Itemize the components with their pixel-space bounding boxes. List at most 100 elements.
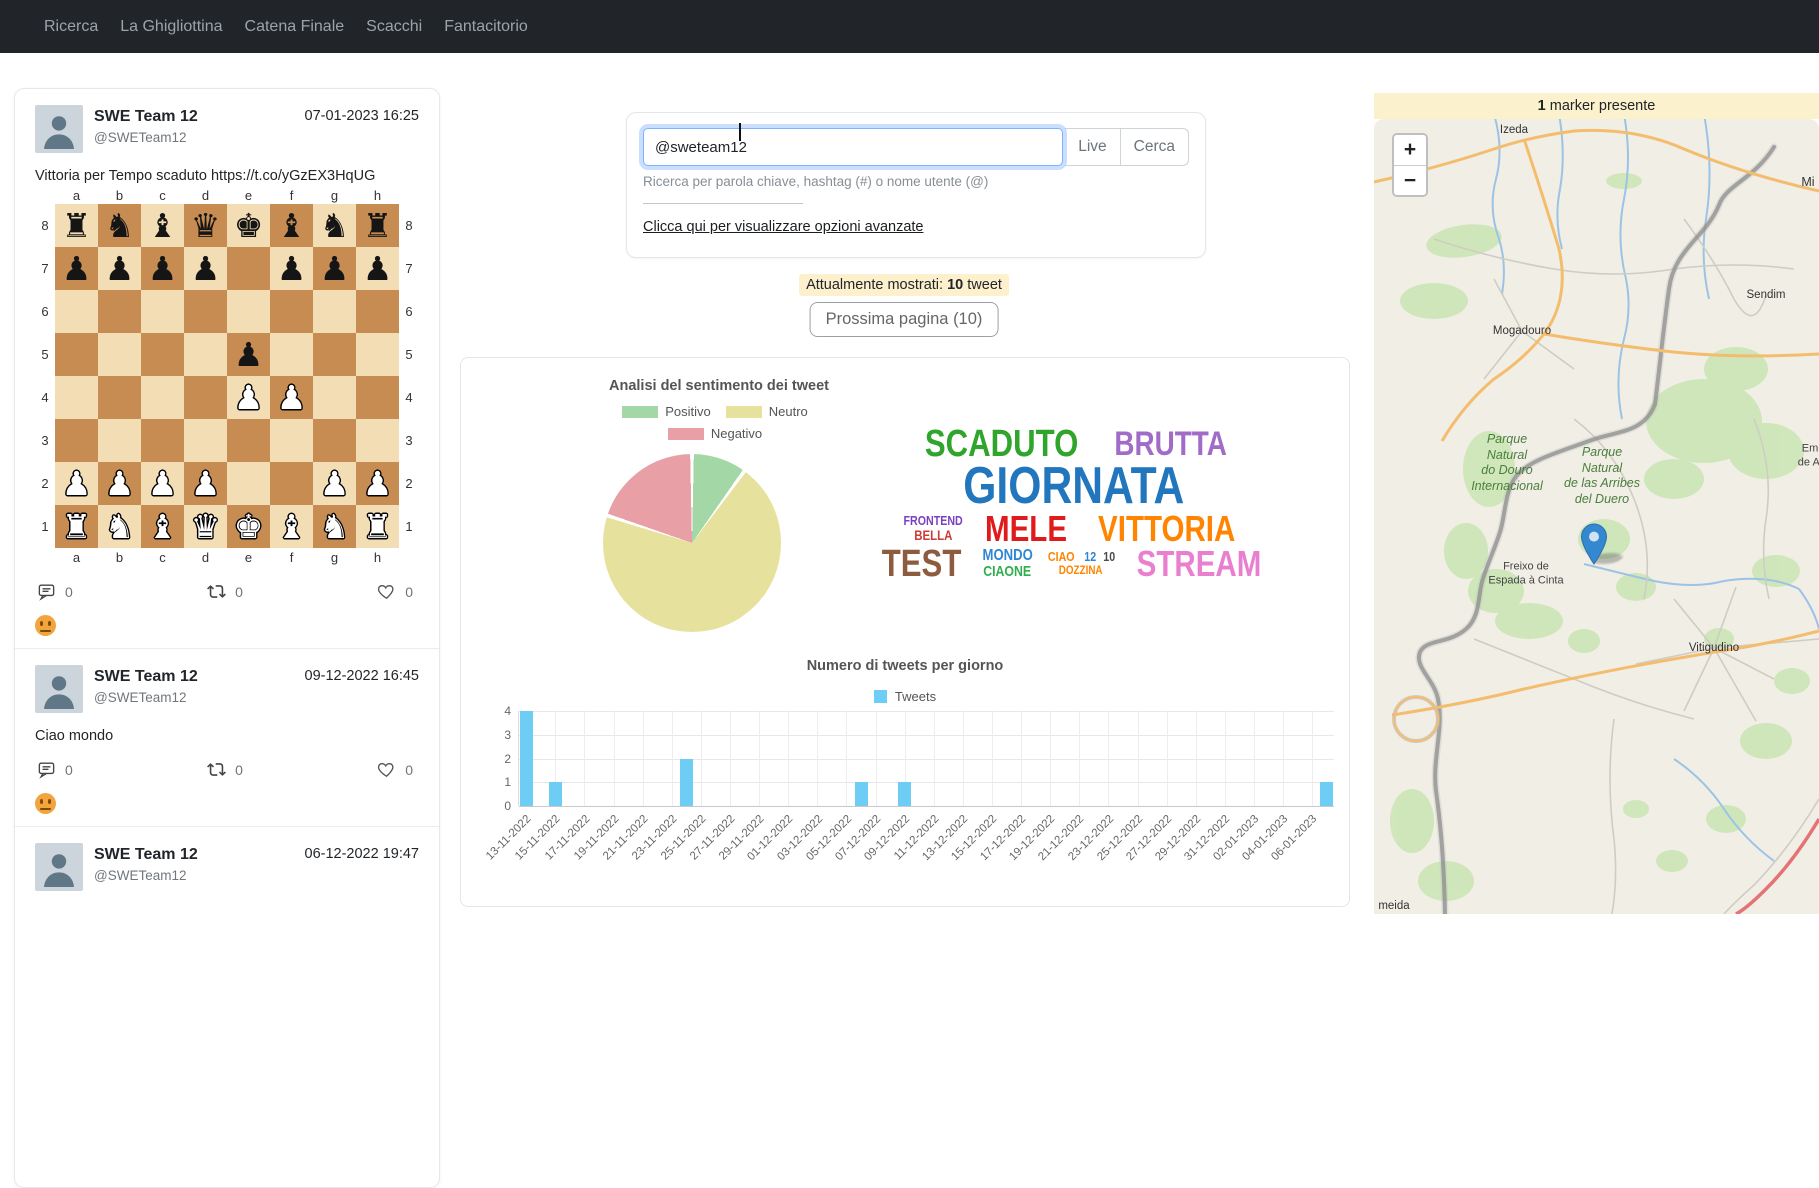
chess-square xyxy=(98,376,141,419)
chess-square: ♟ xyxy=(227,333,270,376)
gridline-h xyxy=(519,782,1334,784)
chess-square: ♞ xyxy=(98,505,141,548)
search-input[interactable] xyxy=(643,128,1064,166)
cloud-word: 12 xyxy=(1083,548,1096,564)
chess-square: ♟ xyxy=(98,462,141,505)
board-label: b xyxy=(115,549,124,565)
chess-piece: ♟ xyxy=(276,378,307,417)
board-label: 2 xyxy=(405,476,413,491)
chess-square: ♞ xyxy=(98,204,141,247)
gridline-v xyxy=(846,711,848,806)
cloud-word: BELLA xyxy=(914,527,953,544)
nav-item-ghigliottina[interactable]: La Ghigliottina xyxy=(120,17,223,35)
retweet-action[interactable]: 0 xyxy=(207,582,243,601)
search-divider xyxy=(643,203,803,204)
tweets-legend-swatch xyxy=(873,690,887,703)
chess-piece: ♜ xyxy=(362,507,393,546)
nav-item-ricerca[interactable]: Ricerca xyxy=(44,17,99,35)
tweet-actions: 0 0 0 xyxy=(35,582,419,601)
map-place-label: Izeda xyxy=(1499,123,1529,136)
chess-piece: ♟ xyxy=(319,249,350,288)
bar-06-12-2022 xyxy=(854,782,868,806)
gridline-v xyxy=(991,711,993,806)
board-label: h xyxy=(373,187,382,203)
cloud-word: SCADUTO xyxy=(925,423,1079,466)
board-label: g xyxy=(330,187,339,203)
cloud-word: DOZZINA xyxy=(1058,563,1103,578)
bar-24-11-2022 xyxy=(679,758,693,806)
chess-square xyxy=(55,419,98,462)
chess-square xyxy=(227,247,270,290)
tweet-text: Vittoria per Tempo scaduto https://t.co/… xyxy=(35,168,376,184)
retweet-action[interactable]: 0 xyxy=(207,760,243,779)
like-count: 0 xyxy=(405,761,413,778)
gridline-v xyxy=(1253,711,1255,806)
gridline-v xyxy=(759,711,761,806)
gridline-v xyxy=(555,711,557,806)
zoom-in-button[interactable]: + xyxy=(1394,135,1426,165)
board-label: 5 xyxy=(405,347,413,362)
comment-action[interactable]: 0 xyxy=(37,760,73,779)
map-marker-banner: 1 marker presente xyxy=(1374,93,1819,119)
map-marker-pin[interactable] xyxy=(1580,523,1608,565)
board-label xyxy=(35,548,55,566)
chess-piece: ♟ xyxy=(147,249,178,288)
chess-square: ♟ xyxy=(98,247,141,290)
like-action[interactable]: 0 xyxy=(377,582,413,601)
search-button[interactable]: Cerca xyxy=(1120,128,1189,166)
tweet-author: SWE Team 12 xyxy=(94,108,198,125)
chess-square xyxy=(356,419,399,462)
comment-action[interactable]: 0 xyxy=(37,582,73,601)
cloud-word: BRUTTA xyxy=(1114,425,1228,463)
chess-piece: ♟ xyxy=(190,249,221,288)
map-artwork xyxy=(1374,119,1819,914)
person-icon xyxy=(44,854,74,887)
legend-item[interactable]: Negativo xyxy=(667,426,762,441)
nav-item-scacchi[interactable]: Scacchi xyxy=(366,17,423,35)
shown-suffix: tweet xyxy=(967,277,1002,293)
chess-piece: ♝ xyxy=(276,206,307,245)
heart-icon xyxy=(378,762,394,778)
gridline-v xyxy=(875,711,877,806)
board-label: f xyxy=(289,549,294,565)
board-label: 6 xyxy=(41,304,49,319)
cloud-word: 10 xyxy=(1103,548,1116,564)
advanced-options-link[interactable]: Clicca qui per visualizzare opzioni avan… xyxy=(643,219,924,235)
leaflet-map[interactable]: Izeda Mi Sendim Mogadouro Parque Natural do … xyxy=(1374,119,1819,914)
board-label: 3 xyxy=(41,433,49,448)
map-zoom-control: + − xyxy=(1392,133,1428,197)
legend-item[interactable]: Neutro xyxy=(725,404,808,419)
chess-square xyxy=(270,290,313,333)
chess-piece: ♟ xyxy=(276,249,307,288)
map-place-label: meida xyxy=(1378,899,1410,912)
gridline-v xyxy=(1312,711,1314,806)
live-button[interactable]: Live xyxy=(1065,128,1121,166)
nav-item-catena-finale[interactable]: Catena Finale xyxy=(244,17,345,35)
gridline-v xyxy=(1108,711,1110,806)
cloud-word: VITTORIA xyxy=(1098,507,1236,549)
chess-square: ♟ xyxy=(141,247,184,290)
chess-piece: ♜ xyxy=(61,206,92,245)
board-label: g xyxy=(330,549,339,565)
cloud-row: SCADUTO BRUTTA xyxy=(908,423,1239,466)
next-page-button[interactable]: Prossima pagina (10) xyxy=(809,302,999,337)
chess-piece: ♟ xyxy=(61,464,92,503)
tweet-divider xyxy=(15,648,439,649)
like-count: 0 xyxy=(405,583,413,600)
gridline-h xyxy=(519,734,1334,736)
y-tick-label: 4 xyxy=(504,704,511,718)
chess-square xyxy=(270,333,313,376)
nav-item-fantacitorio[interactable]: Fantacitorio xyxy=(444,17,528,35)
retweet-icon xyxy=(207,585,227,598)
legend-item[interactable]: Positivo xyxy=(622,404,711,419)
map-place-label: Parque Natural de las Arribes del Duero xyxy=(1564,444,1640,506)
person-icon xyxy=(44,116,74,149)
chess-square: ♟ xyxy=(356,247,399,290)
cloud-row: GIORNATA xyxy=(939,460,1209,512)
chess-piece: ♞ xyxy=(319,206,350,245)
zoom-out-button[interactable]: − xyxy=(1394,165,1426,195)
tweet-actions: 0 0 0 xyxy=(35,760,419,779)
chess-square: ♚ xyxy=(227,204,270,247)
chess-piece: ♝ xyxy=(276,507,307,546)
like-action[interactable]: 0 xyxy=(377,760,413,779)
